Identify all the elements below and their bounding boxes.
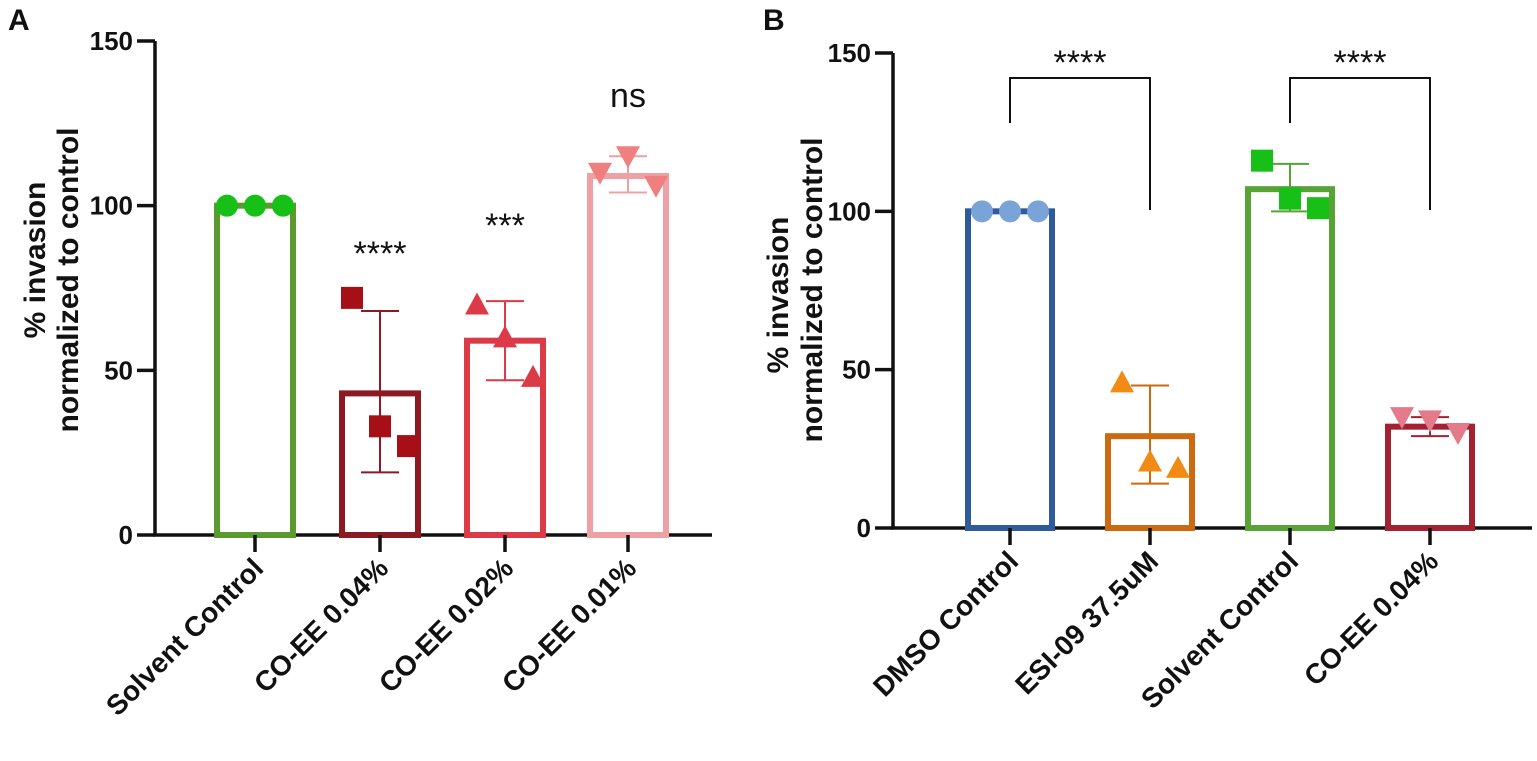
panel-a-data-point (644, 175, 668, 198)
panel-b-y-tick-label: 150 (828, 38, 871, 68)
panel-b-data-point (1138, 449, 1162, 472)
panel-b-significance-label: **** (1334, 44, 1387, 82)
panel-a-data-point (616, 146, 640, 169)
panel-letter-a: A (8, 4, 30, 37)
panel-letter-b: B (763, 4, 785, 37)
panel-a-category-label: Solvent Control (100, 552, 269, 721)
panel-a-data-point (216, 194, 238, 217)
panel-a-significance-label: *** (485, 207, 525, 245)
panel-a-significance-label: **** (354, 235, 407, 273)
panel-a-data-point (369, 415, 391, 438)
panel-b-data-point (1251, 149, 1273, 172)
panel-b-y-tick-label: 100 (828, 196, 871, 226)
panel-b-data-point (1390, 407, 1414, 430)
panel-a-y-tick-label: 0 (119, 520, 133, 550)
panel-b-data-point (971, 200, 993, 223)
panel-b-ylabel-line2: normalized to control (796, 137, 829, 442)
panel-b-bar (1245, 186, 1335, 532)
panel-b-significance-label: **** (1054, 44, 1107, 82)
panel-a-y-tick-label: 100 (90, 191, 133, 221)
panel-b-category-label: ESI-09 37.5uM (1009, 545, 1164, 700)
panel-b-category-label: CO-EE 0.04% (1298, 545, 1444, 691)
panel-a-significance-label: ns (610, 77, 646, 115)
panel-b-data-point (1418, 410, 1442, 433)
panel-b-y-tick-label: 50 (842, 355, 871, 385)
panel-b-data-point (1446, 423, 1470, 445)
panel-a-data-point (244, 194, 266, 217)
panel-a-bar (214, 202, 296, 539)
panel-a-data-point (493, 325, 517, 348)
panel-b-data-point (1027, 200, 1049, 223)
panel-b-significance-bracket (1009, 77, 1151, 210)
panel-b-y-tick-label: 0 (857, 513, 871, 543)
panel-a-y-tick-label: 150 (90, 26, 133, 56)
panel-a-data-point (588, 162, 612, 185)
panel-a-data-point (341, 286, 363, 309)
panel-b-chart: % invasion normalized to control 0 50 100 1… (762, 38, 1532, 715)
panel-a-y-tick-label: 50 (104, 355, 133, 385)
panel-b-bar (965, 208, 1055, 531)
panel-a-bar (587, 173, 669, 538)
panel-b-significance-bracket (1289, 77, 1431, 210)
panel-a-data-point (397, 435, 419, 458)
panel-a-chart: % invasion normalized to control 0 50 100 1… (19, 26, 712, 722)
panel-a-ylabel-line2: normalized to control (52, 127, 85, 432)
panel-a-ylabel-line1: % invasion (19, 182, 52, 339)
panel-a-data-point (465, 292, 489, 315)
panel-b-data-point (1307, 197, 1329, 220)
panel-a-data-point (272, 194, 294, 217)
panel-b-data-point (1279, 187, 1301, 210)
panel-a-data-point (521, 364, 545, 387)
panel-b-data-point (999, 200, 1021, 223)
panel-b-category-label: DMSO Control (867, 545, 1024, 702)
panel-b-ylabel-line1: % invasion (762, 217, 795, 374)
panel-b-data-point (1166, 455, 1190, 478)
panel-b-data-point (1110, 370, 1134, 393)
